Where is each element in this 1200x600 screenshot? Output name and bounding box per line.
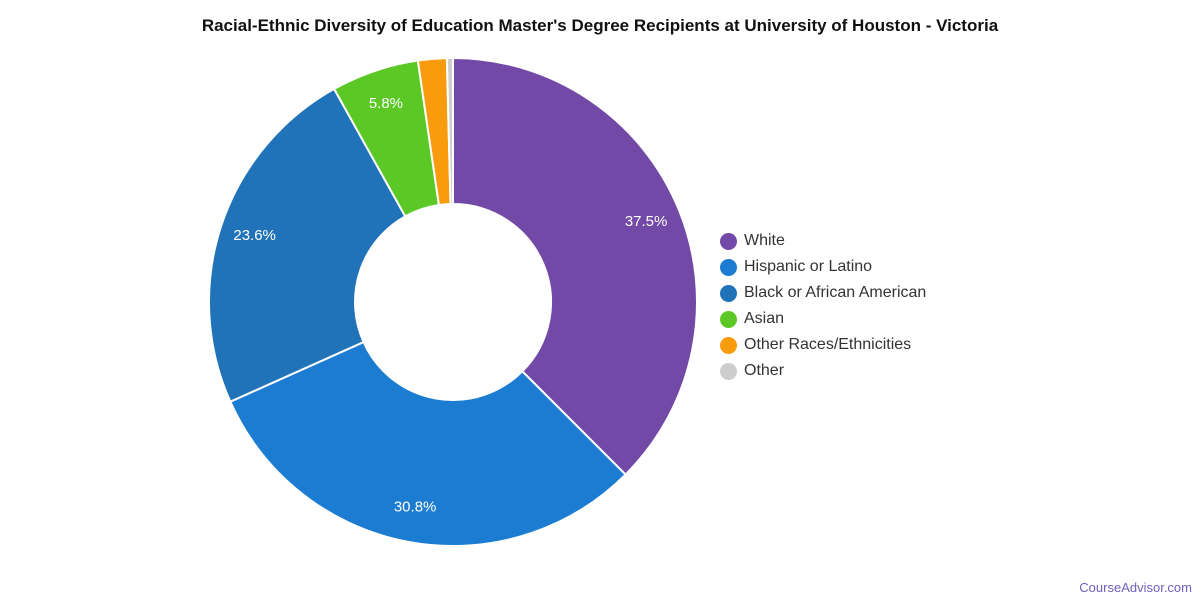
pie-slice-black-or-african-american — [208, 87, 407, 403]
legend-item-black-or-african-american: Black or African American — [720, 280, 926, 306]
legend-item-other-races-ethnicities: Other Races/Ethnicities — [720, 332, 926, 358]
legend-color-dot-icon — [720, 232, 737, 250]
legend-color-dot-icon — [720, 284, 737, 302]
legend-label: Other Races/Ethnicities — [744, 336, 912, 353]
legend-color-dot-icon — [720, 362, 737, 380]
donut-chart-svg: 37.5% 30.8% 23.6% 5.8% — [208, 57, 698, 547]
legend-item-hispanic-or-latino: Hispanic or Latino — [720, 254, 926, 280]
slice-percentage-label: 23.6% — [233, 227, 276, 244]
legend-item-other: Other — [720, 358, 926, 384]
pie-slice-hispanic-or-latino — [229, 341, 627, 547]
legend-item-asian: Asian — [720, 306, 926, 332]
legend-color-dot-icon — [720, 336, 737, 354]
legend-color-dot-icon — [720, 258, 737, 276]
chart-legend: White Hispanic or Latino Black or African … — [720, 228, 926, 384]
courseadvisor-attribution-link[interactable]: CourseAdvisor.com — [1079, 580, 1192, 595]
legend-label: Black or African American — [744, 284, 927, 301]
legend-label: Other — [744, 362, 785, 379]
slice-percentage-label: 37.5% — [625, 213, 668, 230]
legend-label: White — [744, 232, 785, 249]
slice-percentage-label: 5.8% — [369, 95, 403, 112]
legend-label: Asian — [744, 310, 785, 327]
legend-label: Hispanic or Latino — [744, 258, 873, 275]
legend-item-white: White — [720, 228, 926, 254]
pie-slice-white — [452, 57, 698, 476]
pie-slice-other — [445, 57, 454, 206]
slice-percentage-label: 30.8% — [394, 499, 437, 516]
chart-title: Racial-Ethnic Diversity of Education Mas… — [201, 16, 999, 35]
legend-color-dot-icon — [720, 310, 737, 328]
